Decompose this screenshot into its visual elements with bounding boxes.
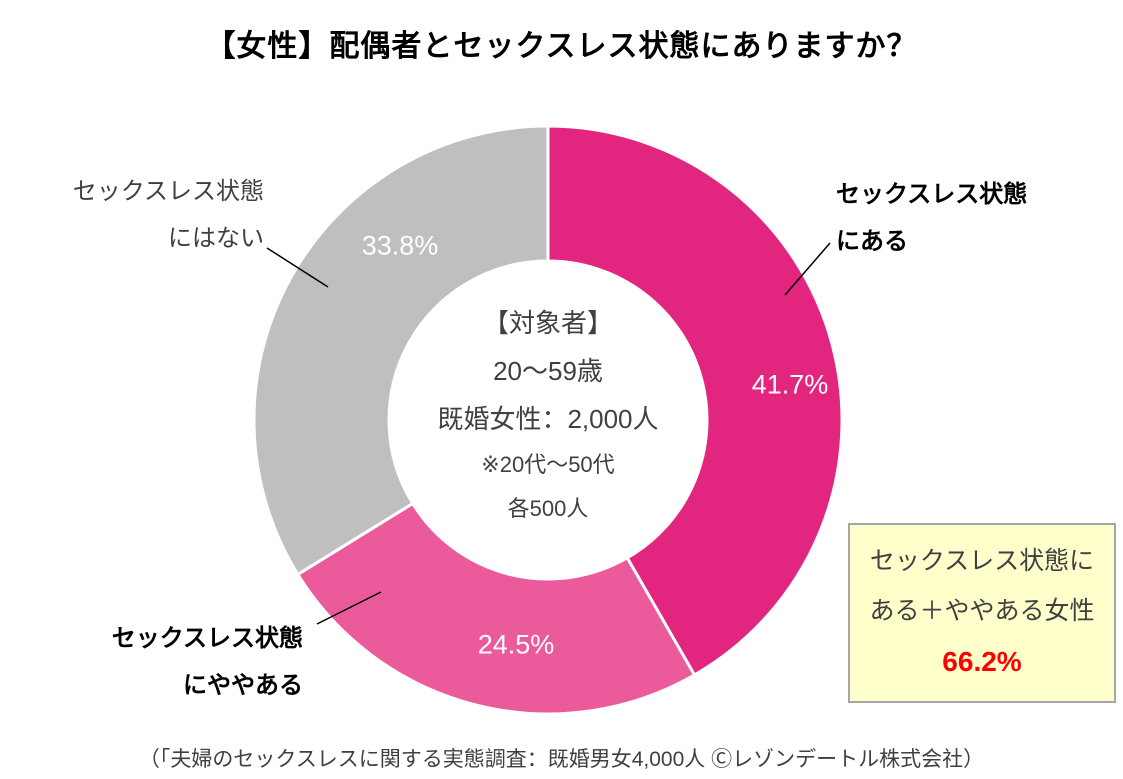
leader-line-no-state (266, 247, 329, 288)
donut-slices (252, 124, 844, 716)
callout-has-state-line2: にある (836, 228, 908, 255)
donut-slice-2 (252, 124, 550, 577)
callout-has-state: セックスレス状態 にある (836, 171, 1027, 265)
callout-no-state: セックスレス状態 にはない (40, 168, 264, 262)
center-line-subject: 【対象者】 (482, 308, 613, 338)
slice-percent-somewhat-state: 24.5% (477, 629, 555, 660)
leader-line-somewhat-state (316, 591, 382, 625)
donut-slice-1 (295, 501, 697, 716)
source-caption: （「夫婦のセックスレスに関する実態調査：既婚男女4,000人 Ⓒレゾンデートル株… (138, 748, 985, 771)
slice-percent-has-state: 41.7% (751, 369, 829, 400)
callout-somewhat-state: セックスレス状態 にややある (80, 615, 303, 709)
leader-line-has-state (784, 242, 831, 296)
center-line-per-group: 各500人 (507, 496, 589, 521)
callout-no-state-line2: にはない (168, 225, 264, 252)
summary-box: セックスレス状態に ある＋ややある女性 66.2% (848, 523, 1116, 703)
center-line-note: ※20代～50代 (481, 452, 615, 477)
summary-line2: ある＋ややある女性 (869, 597, 1095, 625)
chart-title: 【女性】配偶者とセックスレス状態にありますか？ (205, 30, 918, 63)
callout-somewhat-state-line2: にややある (183, 672, 303, 699)
center-line-sample: 既婚女性：2,000人 (437, 404, 659, 434)
donut-center-text: 【対象者】 20～59歳 既婚女性：2,000人 ※20代～50代 各500人 (388, 299, 708, 531)
donut-slice-0 (546, 124, 844, 677)
summary-line1: セックスレス状態に (869, 547, 1095, 575)
slice-percent-no-state: 33.8% (361, 230, 439, 261)
callout-has-state-line1: セックスレス状態 (836, 181, 1028, 208)
summary-value: 66.2% (942, 646, 1022, 677)
callout-no-state-line1: セックスレス状態 (72, 178, 264, 205)
center-line-age: 20～59歳 (493, 356, 603, 386)
callout-somewhat-state-line1: セックスレス状態 (111, 625, 303, 652)
